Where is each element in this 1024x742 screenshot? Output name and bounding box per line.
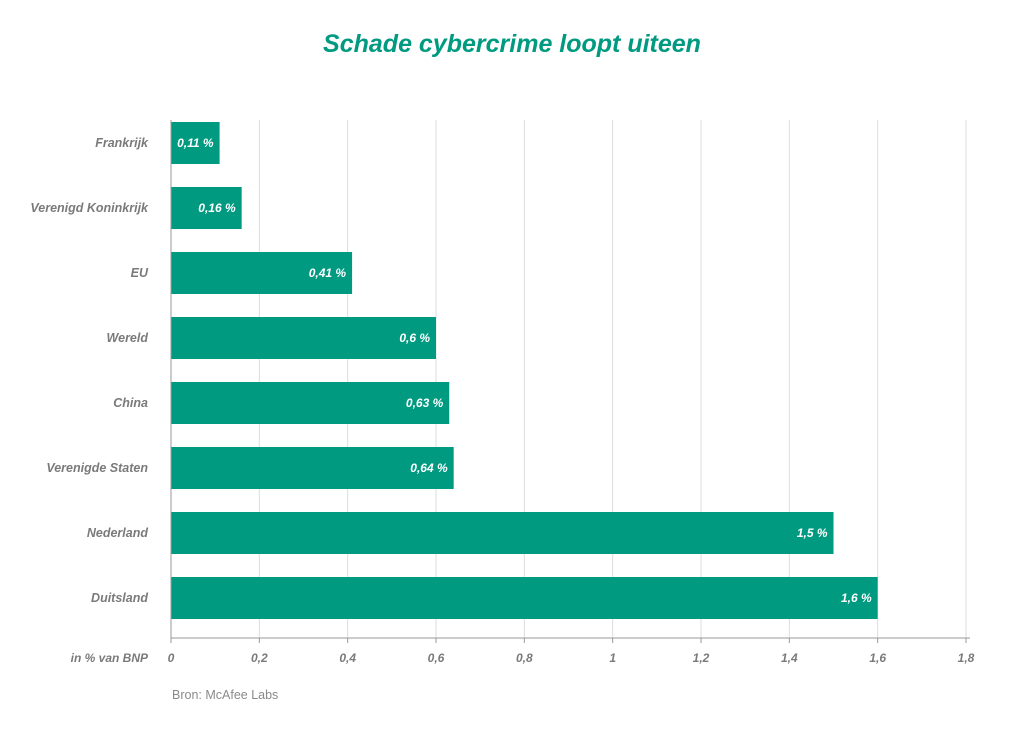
category-label: Nederland — [87, 526, 148, 540]
bar — [171, 577, 878, 619]
source-note: Bron: McAfee Labs — [172, 688, 279, 702]
x-tick-label: 0,2 — [251, 651, 268, 665]
category-label: Verenigde Staten — [46, 461, 148, 475]
category-label: Frankrijk — [95, 136, 149, 150]
x-tick-label: 1 — [609, 651, 616, 665]
bar — [171, 252, 353, 294]
category-label: Verenigd Koninkrijk — [30, 201, 149, 215]
x-tick-label: 1,8 — [958, 651, 975, 665]
category-label: EU — [131, 266, 149, 280]
labels: 0 0,2 0,4 0,6 0,8 1 1,2 1,4 1,6 1,8 in % van BNP Fr… — [30, 136, 974, 665]
bar — [171, 317, 436, 359]
data-label: 0,16 % — [198, 201, 236, 215]
x-tick-label: 0 — [168, 651, 175, 665]
data-label: 1,5 % — [797, 526, 828, 540]
bar — [171, 512, 834, 554]
x-tick-label: 1,6 — [869, 651, 886, 665]
data-label: 0,64 % — [410, 461, 448, 475]
x-tick-label: 0,4 — [339, 651, 356, 665]
x-tick-label: 0,6 — [428, 651, 445, 665]
data-label: 0,63 % — [406, 396, 444, 410]
axes — [170, 120, 970, 643]
category-label: Duitsland — [91, 591, 148, 605]
category-label: Wereld — [107, 331, 149, 345]
bar — [171, 187, 242, 229]
data-label: 0,41 % — [309, 266, 347, 280]
bar — [171, 122, 220, 164]
x-tick-label: 1,4 — [781, 651, 798, 665]
bars — [171, 122, 878, 619]
x-tick-label: 0,8 — [516, 651, 533, 665]
grid-lines — [258, 120, 967, 638]
bar — [171, 447, 454, 489]
x-tick-label: 1,2 — [693, 651, 710, 665]
x-axis-label: in % van BNP — [71, 651, 149, 665]
category-label: China — [113, 396, 148, 410]
data-label: 0,11 % — [177, 136, 214, 150]
bar — [171, 382, 450, 424]
chart-title: Schade cybercrime loopt uiteen — [323, 30, 701, 58]
data-label: 1,6 % — [841, 591, 872, 605]
data-label: 0,6 % — [399, 331, 430, 345]
